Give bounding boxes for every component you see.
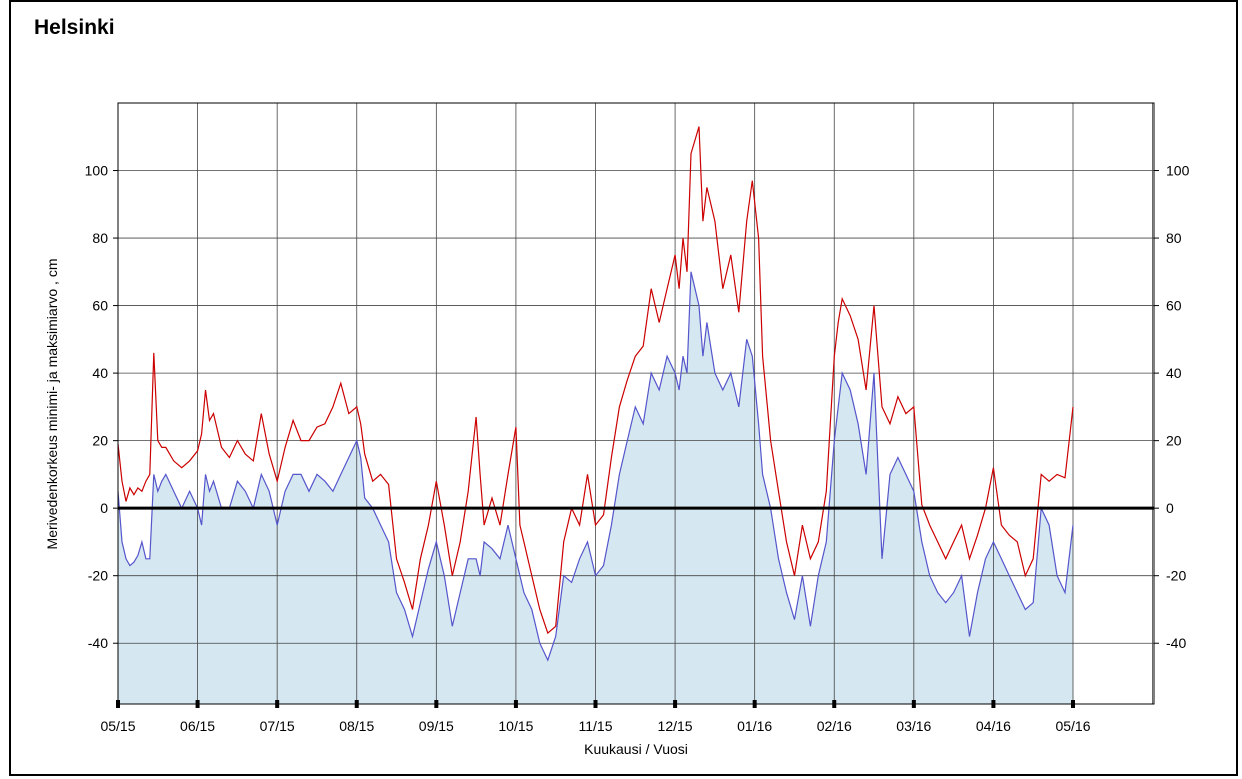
x-tick-label: 09/15 [419, 718, 454, 734]
y-tick-label-left: 0 [100, 500, 108, 516]
x-tick-label: 02/16 [817, 718, 852, 734]
y-tick-label-right: 20 [1166, 433, 1182, 449]
x-tick [275, 700, 280, 708]
x-tick [434, 700, 439, 708]
y-tick-label-right: 40 [1166, 365, 1182, 381]
x-tick-label: 05/15 [100, 718, 135, 734]
x-tick [911, 700, 916, 708]
chart-title: Helsinki [34, 16, 115, 39]
plot-border [117, 102, 1155, 705]
y-axis-label: Merivedenkorkeus minimi- ja maksimiarvo … [44, 259, 60, 550]
x-tick [593, 700, 598, 708]
y-tick-label-left: -40 [88, 635, 108, 651]
x-tick [1071, 700, 1075, 708]
y-tick-label-left: -20 [88, 568, 108, 584]
y-tick-label-right: -20 [1166, 568, 1186, 584]
x-tick-label: 08/15 [339, 718, 374, 734]
x-axis-label: Kuukausi / Vuosi [584, 741, 688, 757]
y-tick-label-left: 60 [92, 298, 108, 314]
y-tick-label-right: -40 [1166, 635, 1186, 651]
x-tick [116, 700, 120, 708]
y-tick-label-right: 0 [1166, 500, 1174, 516]
x-tick [673, 700, 678, 708]
y-tick-label-right: 80 [1166, 230, 1182, 246]
x-tick [354, 700, 359, 708]
x-tick-label: 07/15 [260, 718, 295, 734]
x-tick [991, 700, 996, 708]
x-tick-label: 11/15 [579, 718, 613, 734]
x-tick [195, 700, 200, 708]
x-tick-label: 12/15 [658, 718, 693, 734]
x-tick-label: 06/15 [180, 718, 215, 734]
x-tick-label: 01/16 [737, 718, 772, 734]
y-tick-label-right: 100 [1166, 163, 1190, 179]
y-tick-label-left: 80 [92, 230, 108, 246]
x-tick [752, 700, 757, 708]
x-tick-label: 10/15 [498, 718, 533, 734]
minimum-series-line [117, 271, 1074, 662]
x-tick [513, 700, 518, 708]
x-tick [832, 700, 837, 708]
x-tick-label: 03/16 [896, 718, 931, 734]
y-tick-label-left: 100 [85, 163, 109, 179]
y-tick-label-left: 20 [92, 433, 108, 449]
x-tick-label: 05/16 [1055, 718, 1090, 734]
y-tick-label-right: 60 [1166, 298, 1182, 314]
x-tick-label: 04/16 [976, 718, 1011, 734]
y-tick-label-left: 40 [92, 365, 108, 381]
